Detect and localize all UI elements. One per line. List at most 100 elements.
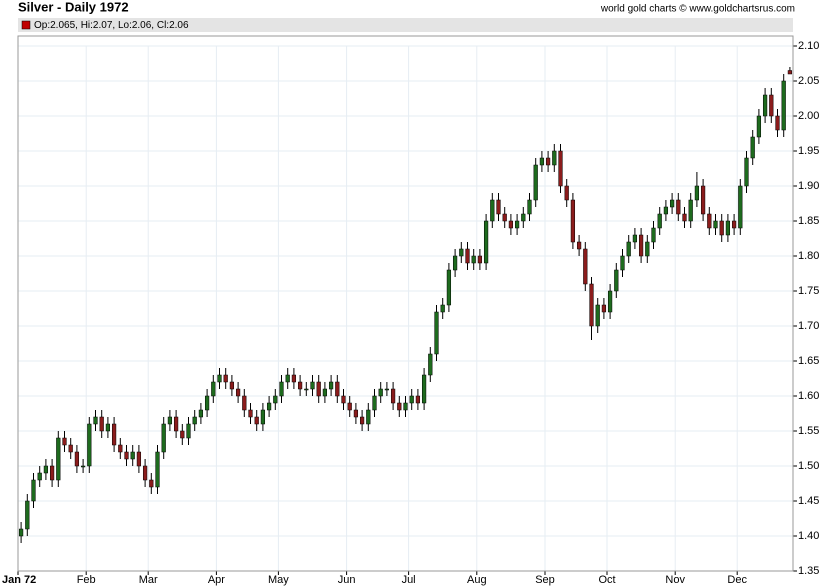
candle-body — [18, 528, 24, 537]
candle-body — [434, 311, 439, 355]
x-tick-label: Aug — [467, 574, 487, 586]
candle-body — [31, 479, 36, 502]
candle-body — [390, 388, 396, 404]
candle-body — [99, 416, 104, 432]
candle-body — [589, 283, 594, 327]
candle-body — [25, 500, 30, 530]
candle-body — [242, 395, 247, 411]
candle-body — [186, 423, 191, 439]
y-tick-label: 2.10 — [798, 40, 819, 52]
candle-body — [341, 395, 346, 404]
legend-swatch — [21, 20, 31, 30]
candle-body — [545, 157, 551, 166]
candle-body — [80, 465, 86, 468]
candle-body — [56, 437, 61, 481]
candle-body — [663, 206, 669, 215]
candle-body — [173, 416, 179, 432]
candle-body — [787, 70, 793, 75]
candle-body — [614, 269, 619, 292]
y-tick-label: 2.05 — [798, 75, 819, 87]
candle-body — [310, 381, 315, 390]
candle-body — [397, 402, 402, 411]
candle-body — [744, 157, 749, 187]
x-tick-label: Apr — [208, 574, 225, 586]
candle-body — [756, 115, 762, 138]
candle-body — [372, 395, 377, 411]
candle-body — [769, 94, 774, 117]
x-tick-label: Nov — [665, 574, 685, 586]
candle-body — [316, 381, 321, 397]
candle-body — [192, 416, 197, 425]
candle-body — [359, 416, 365, 425]
candle-body — [446, 269, 452, 306]
y-tick-label: 1.65 — [798, 355, 819, 367]
x-tick-label: May — [268, 574, 289, 586]
candle-body — [87, 423, 92, 467]
candle-body — [576, 241, 582, 250]
y-tick-label: 1.90 — [798, 180, 819, 192]
candle-body — [111, 423, 117, 446]
x-tick-label: Jun — [338, 574, 356, 586]
candle-body — [347, 402, 352, 411]
candle-body — [781, 80, 786, 131]
candle-body — [719, 220, 724, 236]
x-tick-label: Dec — [727, 574, 747, 586]
candle-body — [285, 374, 290, 383]
candle-body — [607, 290, 613, 313]
x-tick-label: Jan 72 — [2, 574, 36, 586]
x-tick-label: Jul — [402, 574, 416, 586]
y-tick-label: 2.00 — [798, 110, 819, 122]
candle-body — [130, 451, 135, 460]
candle-body — [514, 220, 520, 229]
y-tick-label: 1.60 — [798, 390, 819, 402]
candle-body — [74, 451, 80, 467]
candle-body — [279, 381, 284, 397]
candle-body — [142, 465, 148, 481]
candle-body — [527, 199, 532, 215]
candle-body — [415, 395, 421, 404]
candle-body — [452, 255, 458, 271]
candle-body — [167, 416, 173, 425]
candle-body — [694, 185, 700, 201]
candle-body — [477, 255, 483, 264]
candle-body — [105, 423, 111, 432]
candle-body — [688, 199, 693, 222]
y-tick-label: 1.75 — [798, 285, 819, 297]
candle-body — [403, 402, 408, 411]
candle-body — [750, 136, 755, 159]
candle-body — [322, 388, 328, 397]
candle-body — [651, 227, 656, 243]
candle-body — [552, 150, 557, 166]
candle-body — [731, 220, 737, 229]
candle-body — [229, 381, 235, 390]
x-tick-label: Oct — [598, 574, 615, 586]
candle-body — [657, 213, 662, 229]
y-tick-label: 1.35 — [798, 565, 819, 577]
candle-body — [49, 465, 55, 481]
candle-body — [645, 241, 650, 257]
candle-body — [440, 304, 445, 313]
y-tick-label: 1.40 — [798, 530, 819, 542]
candle-body — [421, 374, 427, 404]
candle-body — [328, 381, 334, 390]
candle-body — [204, 395, 210, 411]
candle-body — [533, 164, 538, 201]
candle-body — [738, 185, 743, 229]
legend-bar — [18, 18, 793, 32]
candle-body — [353, 409, 359, 418]
candle-body — [502, 213, 507, 222]
candle-body — [558, 150, 563, 187]
candle-body — [62, 437, 67, 446]
candle-body — [235, 388, 241, 397]
candle-body — [248, 409, 253, 418]
candle-body — [775, 115, 780, 131]
candle-body — [725, 220, 731, 236]
candle-body — [260, 409, 266, 425]
candle-body — [297, 381, 303, 390]
candle-body — [211, 381, 216, 397]
y-tick-label: 1.45 — [798, 495, 819, 507]
candle-body — [291, 374, 297, 383]
candle-body — [465, 248, 470, 264]
candle-body — [669, 199, 675, 208]
